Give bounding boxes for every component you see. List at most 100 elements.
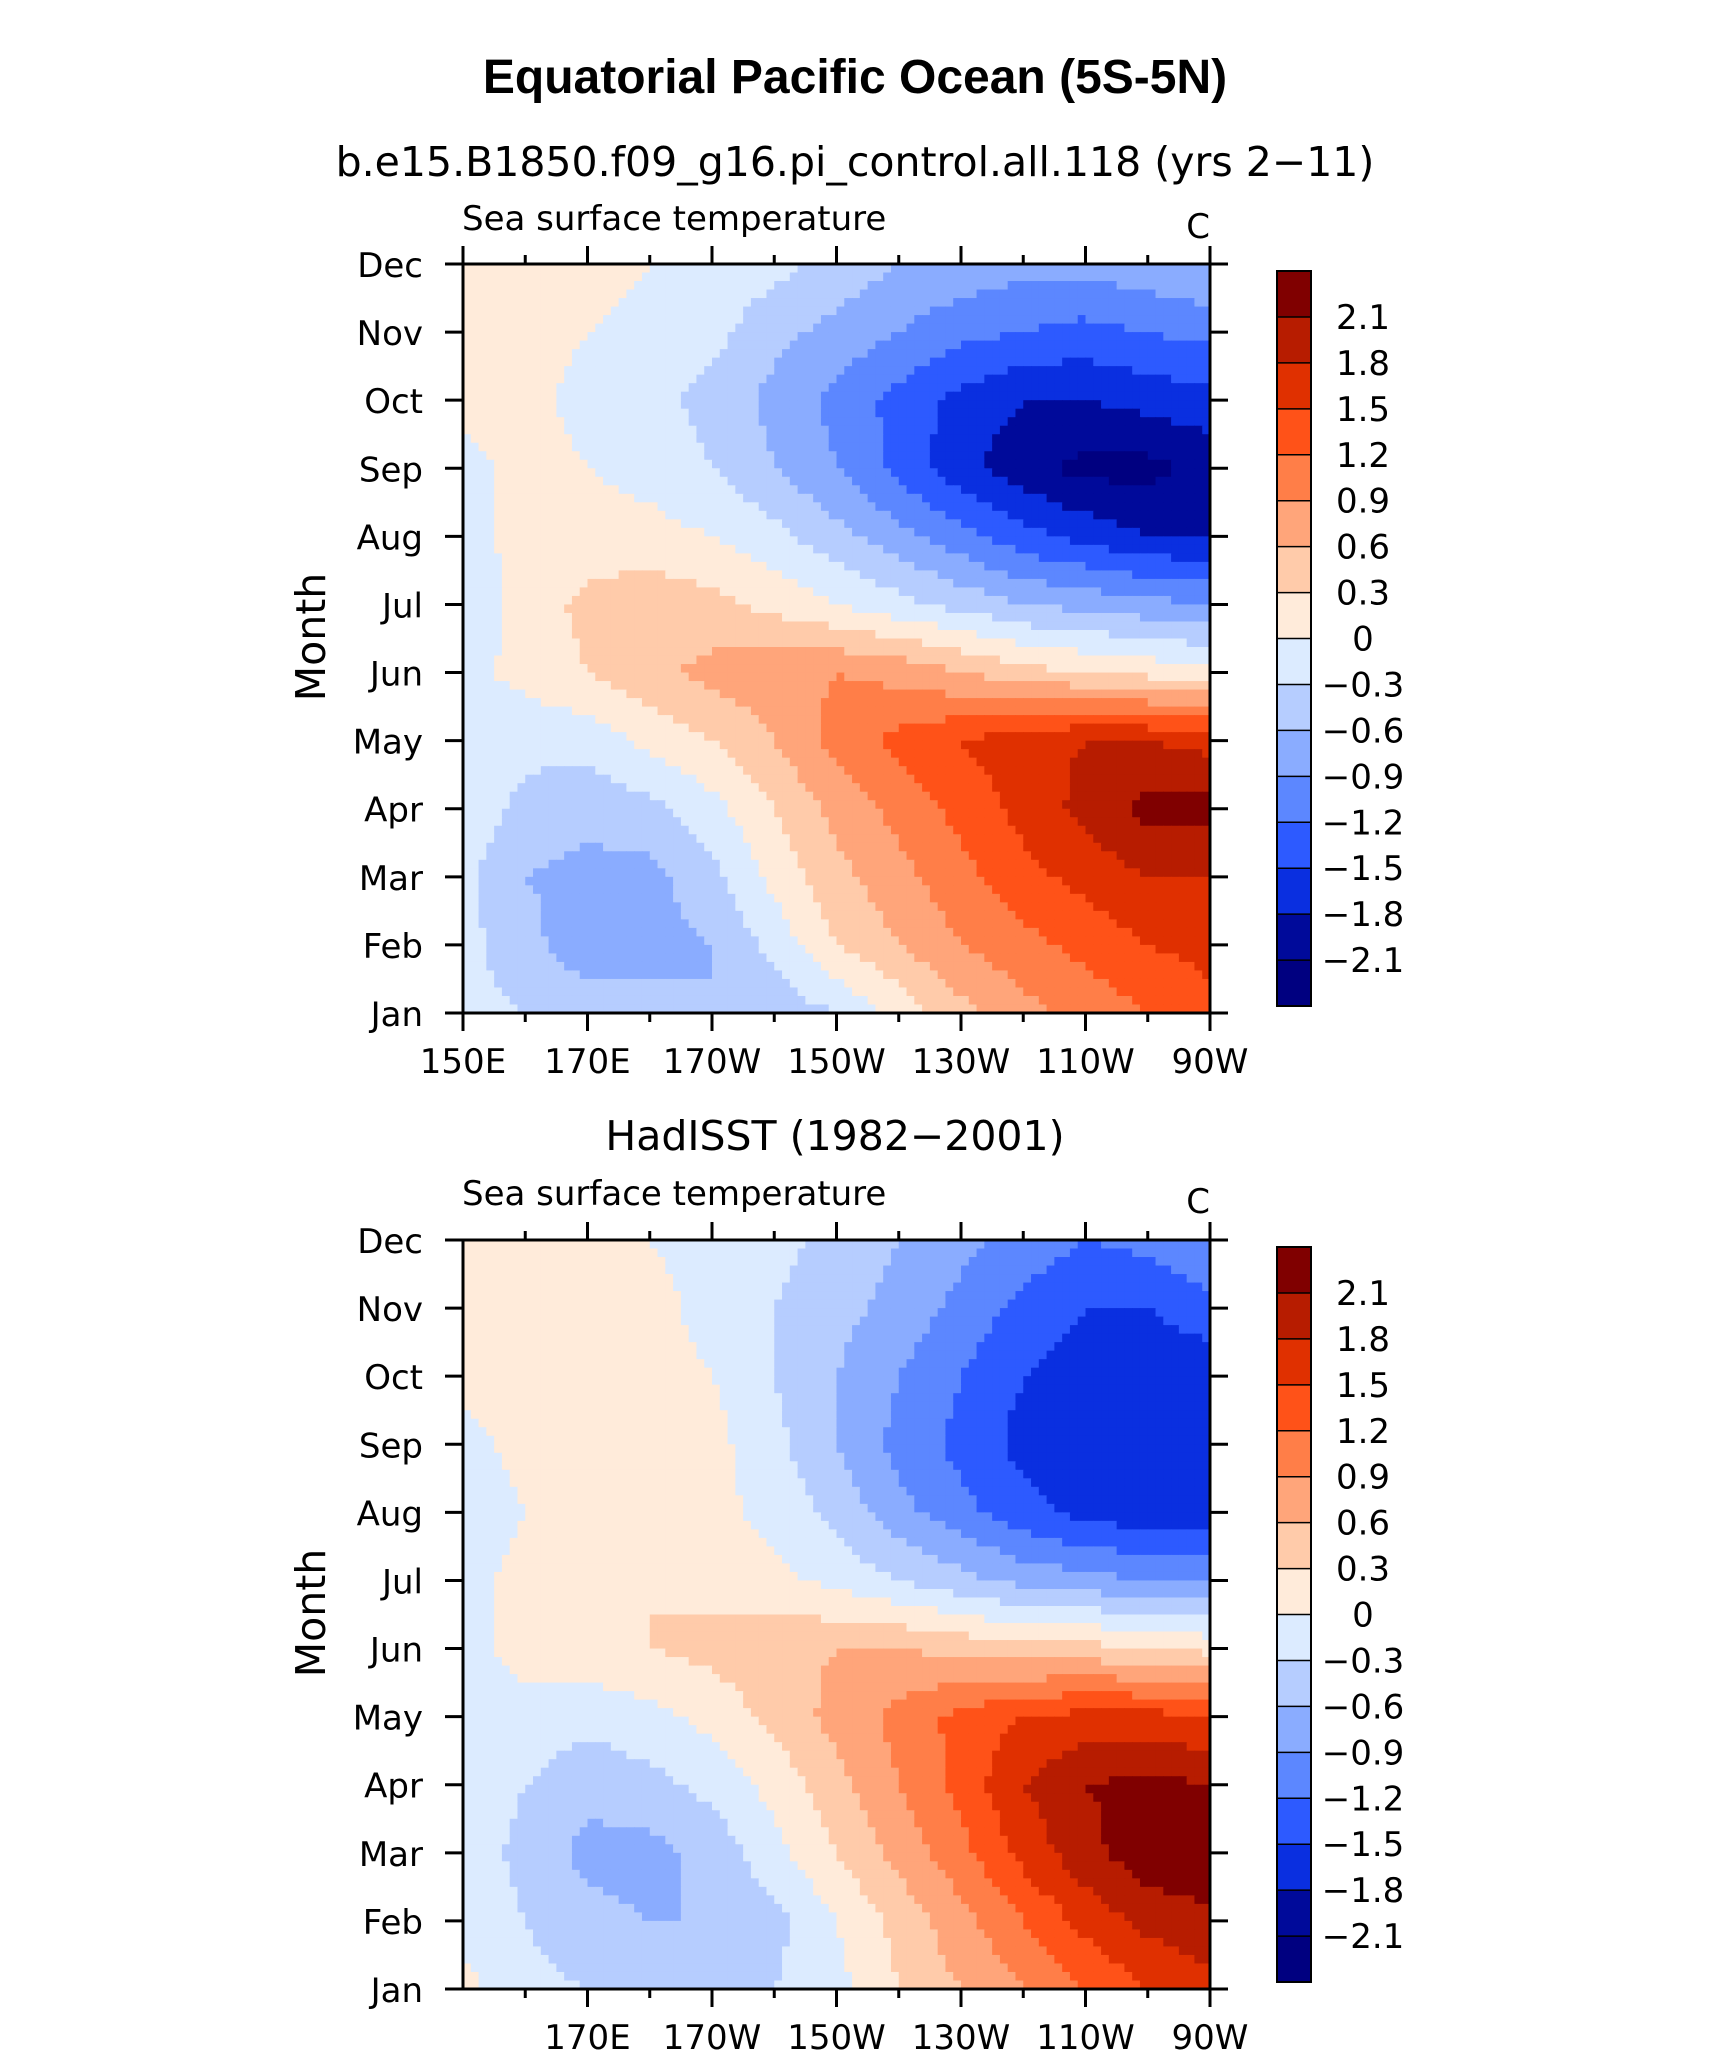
field-cell [1007, 664, 1017, 674]
field-cell [805, 664, 814, 674]
field-cell [789, 604, 799, 614]
field-cell [1038, 689, 1048, 699]
field-cell [929, 289, 939, 299]
field-cell [852, 442, 861, 452]
field-cell [992, 587, 1001, 597]
field-cell [509, 655, 519, 665]
field-cell [525, 315, 534, 325]
field-cell [1101, 502, 1110, 512]
field-cell [1085, 281, 1094, 291]
field-cell [828, 468, 838, 478]
field-cell [844, 561, 853, 572]
field-cell [1132, 451, 1141, 461]
field-cell [501, 604, 511, 614]
field-cell [929, 681, 939, 691]
field-cell [1194, 349, 1203, 359]
field-cell [1132, 264, 1141, 274]
field-cell [603, 655, 612, 665]
field-cell [486, 681, 495, 691]
field-cell [719, 459, 729, 469]
field-cell [641, 366, 651, 376]
field-cell [1031, 400, 1040, 410]
field-cell [968, 527, 978, 537]
field-cell [805, 570, 814, 580]
field-cell [587, 536, 596, 546]
field-cell [828, 306, 838, 316]
field-cell [1155, 400, 1164, 410]
field-cell [1147, 629, 1157, 640]
field-cell [548, 366, 557, 376]
field-cell [727, 527, 736, 537]
field-cell [1132, 374, 1141, 384]
field-cell [1171, 672, 1180, 682]
field-cell [743, 587, 752, 597]
field-cell [494, 561, 503, 572]
field-cell [937, 638, 947, 648]
field-cell [937, 349, 947, 359]
panel-model: b.e15.B1850.f09_g16.pi_control.all.118 (… [287, 138, 1404, 1082]
field-cell [937, 272, 947, 282]
field-cell [1132, 459, 1141, 469]
field-cell [1077, 553, 1087, 563]
field-cell [813, 681, 822, 691]
field-cell [735, 621, 744, 631]
field-cell [540, 264, 550, 274]
field-cell [789, 289, 799, 299]
field-cell [595, 264, 604, 274]
field-cell [774, 425, 783, 435]
field-cell [1015, 264, 1024, 274]
field-cell [859, 315, 869, 325]
field-cell [1038, 357, 1048, 367]
field-cell [852, 289, 861, 299]
field-cell [836, 493, 845, 503]
field-cell [735, 638, 744, 648]
field-cell [696, 323, 705, 333]
field-cell [945, 655, 954, 665]
field-cell [665, 340, 674, 350]
field-cell [603, 698, 612, 708]
field-cell [1023, 536, 1032, 546]
field-cell [1085, 357, 1094, 367]
field-cell [758, 502, 768, 512]
field-cell [1116, 527, 1126, 537]
field-cell [1163, 340, 1172, 350]
field-cell [610, 689, 620, 699]
field-cell [852, 561, 861, 572]
field-cell [875, 264, 884, 274]
field-cell [603, 519, 612, 529]
field-cell [867, 510, 877, 520]
field-cell [836, 264, 845, 274]
field-cell [774, 604, 783, 614]
field-cell [766, 502, 775, 512]
field-cell [680, 374, 690, 384]
field-cell [906, 647, 915, 657]
field-cell [486, 434, 495, 444]
field-cell [1132, 536, 1141, 546]
field-cell [782, 298, 791, 308]
field-cell [603, 459, 612, 469]
field-cell [587, 570, 596, 580]
field-cell [494, 604, 503, 614]
field-cell [486, 298, 495, 308]
field-cell [587, 315, 596, 325]
field-cell [968, 561, 978, 572]
field-cell [1124, 544, 1133, 554]
field-cell [1015, 451, 1024, 461]
field-cell [890, 306, 900, 316]
field-cell [797, 357, 806, 367]
field-cell [984, 340, 993, 350]
field-cell [1007, 604, 1017, 614]
field-cell [1155, 298, 1164, 308]
field-cell [525, 383, 534, 393]
field-cell [587, 391, 596, 401]
field-cell [1124, 510, 1133, 520]
field-cell [657, 655, 666, 665]
field-cell [1015, 383, 1024, 393]
field-cell [929, 417, 939, 427]
field-cell [618, 570, 628, 580]
field-cell [1178, 647, 1188, 657]
field-cell [782, 468, 791, 478]
field-cell [953, 698, 962, 708]
field-cell [478, 391, 487, 401]
field-cell [968, 383, 978, 393]
